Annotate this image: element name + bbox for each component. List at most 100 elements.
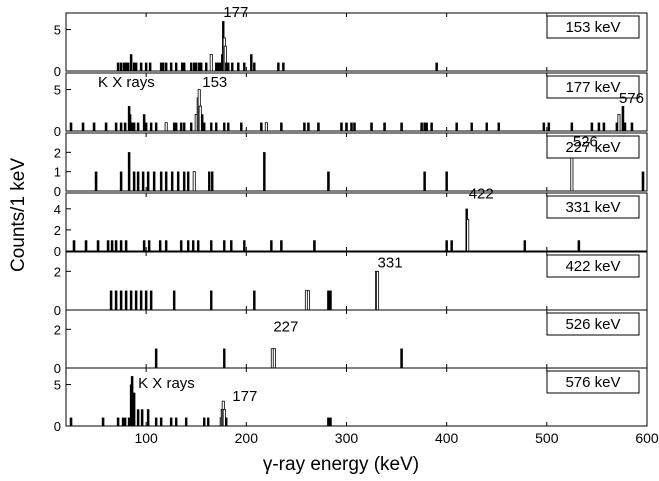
peak-annotation: 526	[573, 134, 598, 151]
bar	[263, 152, 266, 192]
bar	[129, 290, 133, 311]
bar	[303, 122, 306, 132]
bar	[72, 240, 76, 252]
y-tick-label: 0	[54, 361, 61, 376]
bar	[209, 240, 213, 252]
bar	[139, 62, 143, 72]
panel-4: 0 2 4 331 keV 422	[54, 185, 648, 259]
gate-label: 526 keV	[565, 316, 620, 333]
bar	[466, 218, 470, 252]
bar	[124, 290, 128, 311]
bar	[149, 290, 153, 311]
bar	[470, 122, 473, 132]
bar	[109, 290, 113, 311]
bar	[134, 62, 138, 72]
bar	[136, 171, 140, 192]
bar	[136, 122, 140, 132]
bar	[149, 122, 153, 132]
bar	[164, 240, 168, 252]
bar	[211, 171, 214, 192]
bar	[223, 240, 226, 252]
peak-annotation: 576	[619, 90, 644, 107]
bar	[370, 122, 373, 132]
bar	[182, 62, 186, 72]
bar	[119, 171, 123, 192]
bar	[94, 171, 98, 192]
bar	[119, 240, 123, 252]
bar	[114, 122, 118, 132]
y-tick-label: 5	[54, 23, 61, 38]
bar	[142, 240, 146, 252]
x-tick-label: 500	[535, 430, 559, 446]
bar	[317, 122, 320, 132]
bar	[207, 171, 211, 192]
bar	[260, 122, 263, 132]
panel-2: 0 5 177 keV K X rays 153 576	[54, 72, 648, 139]
bar	[617, 114, 621, 132]
gate-label-box	[546, 370, 640, 394]
bar	[144, 62, 148, 72]
bar	[497, 122, 500, 132]
bar	[577, 240, 581, 252]
bar	[253, 290, 256, 311]
peak-annotation: 153	[202, 74, 227, 91]
bar	[148, 62, 152, 72]
peak-annotation: 227	[273, 318, 298, 335]
bar	[182, 171, 186, 192]
panel-frame	[65, 72, 648, 132]
panel-6: 0 2 526 keV 227	[54, 309, 648, 376]
bar	[306, 290, 310, 311]
bar	[194, 62, 198, 72]
bar	[485, 122, 488, 132]
bar	[159, 417, 163, 427]
bar	[154, 417, 158, 427]
bar	[523, 240, 527, 252]
bar	[144, 122, 148, 132]
y-tick-label: 5	[54, 83, 61, 98]
bar	[353, 122, 356, 132]
bar	[179, 122, 183, 132]
gate-label-box	[546, 254, 640, 278]
bar	[96, 240, 100, 252]
bar	[641, 171, 645, 192]
bar	[253, 62, 256, 72]
bar	[445, 171, 448, 192]
bar	[174, 417, 178, 427]
bar	[101, 417, 105, 427]
gate-label-box	[546, 312, 640, 336]
gate-label-box	[546, 135, 640, 159]
gate-label-box	[546, 195, 640, 219]
bar	[329, 417, 332, 427]
x-axis-label: γ-ray energy (keV)	[263, 454, 419, 475]
bar	[123, 122, 127, 132]
bar	[104, 122, 108, 132]
bar	[277, 62, 280, 72]
bar	[240, 122, 243, 132]
x-tick-label: 200	[235, 430, 259, 446]
bar	[176, 171, 180, 192]
bar	[450, 240, 453, 252]
bar	[423, 171, 426, 192]
bar	[192, 171, 196, 192]
bar	[215, 122, 218, 132]
bar	[383, 122, 386, 132]
gate-label-box	[546, 75, 640, 99]
bar	[189, 62, 193, 72]
bar	[92, 122, 96, 132]
bar	[350, 122, 353, 132]
bar	[123, 417, 127, 427]
bar	[376, 270, 380, 311]
y-tick-label: 0	[54, 124, 61, 139]
bar	[204, 62, 208, 72]
bar	[340, 122, 343, 132]
peak-annotation: K X rays	[98, 74, 155, 91]
bar	[132, 122, 136, 132]
panel-frame	[65, 132, 648, 192]
y-tick-label: 0	[54, 303, 61, 318]
bar	[243, 62, 246, 72]
bar	[127, 152, 131, 192]
bar	[191, 240, 195, 252]
bar	[170, 171, 174, 192]
